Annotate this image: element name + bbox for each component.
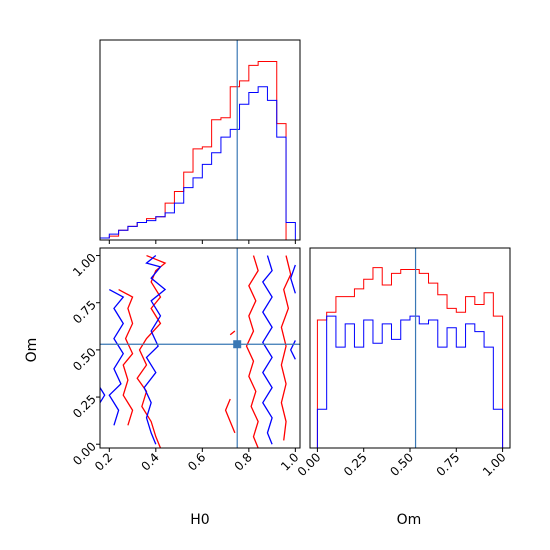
h0-x-tick-label: 0.6 — [185, 450, 208, 473]
om-x-tick-label: 0.75 — [434, 450, 463, 479]
om-y-tick-label: 0.50 — [70, 345, 99, 374]
histogram-series-1 — [316, 315, 504, 448]
histogram-series-0 — [99, 61, 296, 241]
histogram-series-0 — [316, 267, 504, 448]
om-x-tick-label: 1.00 — [480, 450, 509, 479]
contour-series-1-line-1 — [108, 288, 125, 426]
contour-series-1-line-4 — [289, 340, 296, 360]
contour-frame — [99, 247, 301, 449]
contour-series-0-line-1 — [118, 288, 134, 426]
x-axis-label-h0: H0 — [190, 512, 209, 528]
om-x-tick-label: 0.25 — [341, 450, 370, 479]
om-y-tick-label: 0.25 — [70, 392, 99, 421]
truth-marker — [233, 340, 242, 349]
om-y-tick-label: 1.00 — [70, 251, 99, 280]
contour-series-1-line-2 — [261, 255, 273, 445]
h0-marginal-frame — [99, 39, 301, 241]
h0-x-tick-label: 0.8 — [232, 450, 255, 473]
h0-x-tick-label: 0.4 — [139, 450, 162, 473]
contour-series-0-line-5 — [224, 398, 236, 434]
contour-series-0-line-2 — [245, 255, 259, 448]
contour-lines — [100, 254, 296, 448]
y-axis-label-om: Om — [24, 338, 40, 363]
contour-series-1-line-0 — [143, 255, 167, 445]
om-marginal-panel: 0.00 0.25 0.50 0.75 1.00 — [295, 247, 511, 479]
om-marginal-frame — [309, 247, 511, 449]
x-axis-label-om: Om — [397, 512, 422, 528]
om-x-tick-label: 0.00 — [295, 450, 324, 479]
contour-series-0-line-0 — [136, 254, 167, 448]
contour-series-0-line-3 — [280, 255, 292, 441]
contour-series-0-line-4 — [229, 330, 236, 336]
h0-om-contour-panel: 0.2 0.4 0.6 0.8 1.00.000.250.500.751.00 — [70, 247, 301, 474]
om-x-tick-label: 0.50 — [387, 450, 416, 479]
h0-x-tick-label: 0.2 — [92, 450, 115, 473]
h0-marginal-panel — [99, 39, 301, 244]
histogram-series-1 — [99, 86, 296, 240]
contour-series-1-line-5 — [100, 387, 106, 404]
om-y-tick-label: 0.75 — [70, 298, 99, 327]
contour-series-1-line-3 — [290, 264, 296, 294]
